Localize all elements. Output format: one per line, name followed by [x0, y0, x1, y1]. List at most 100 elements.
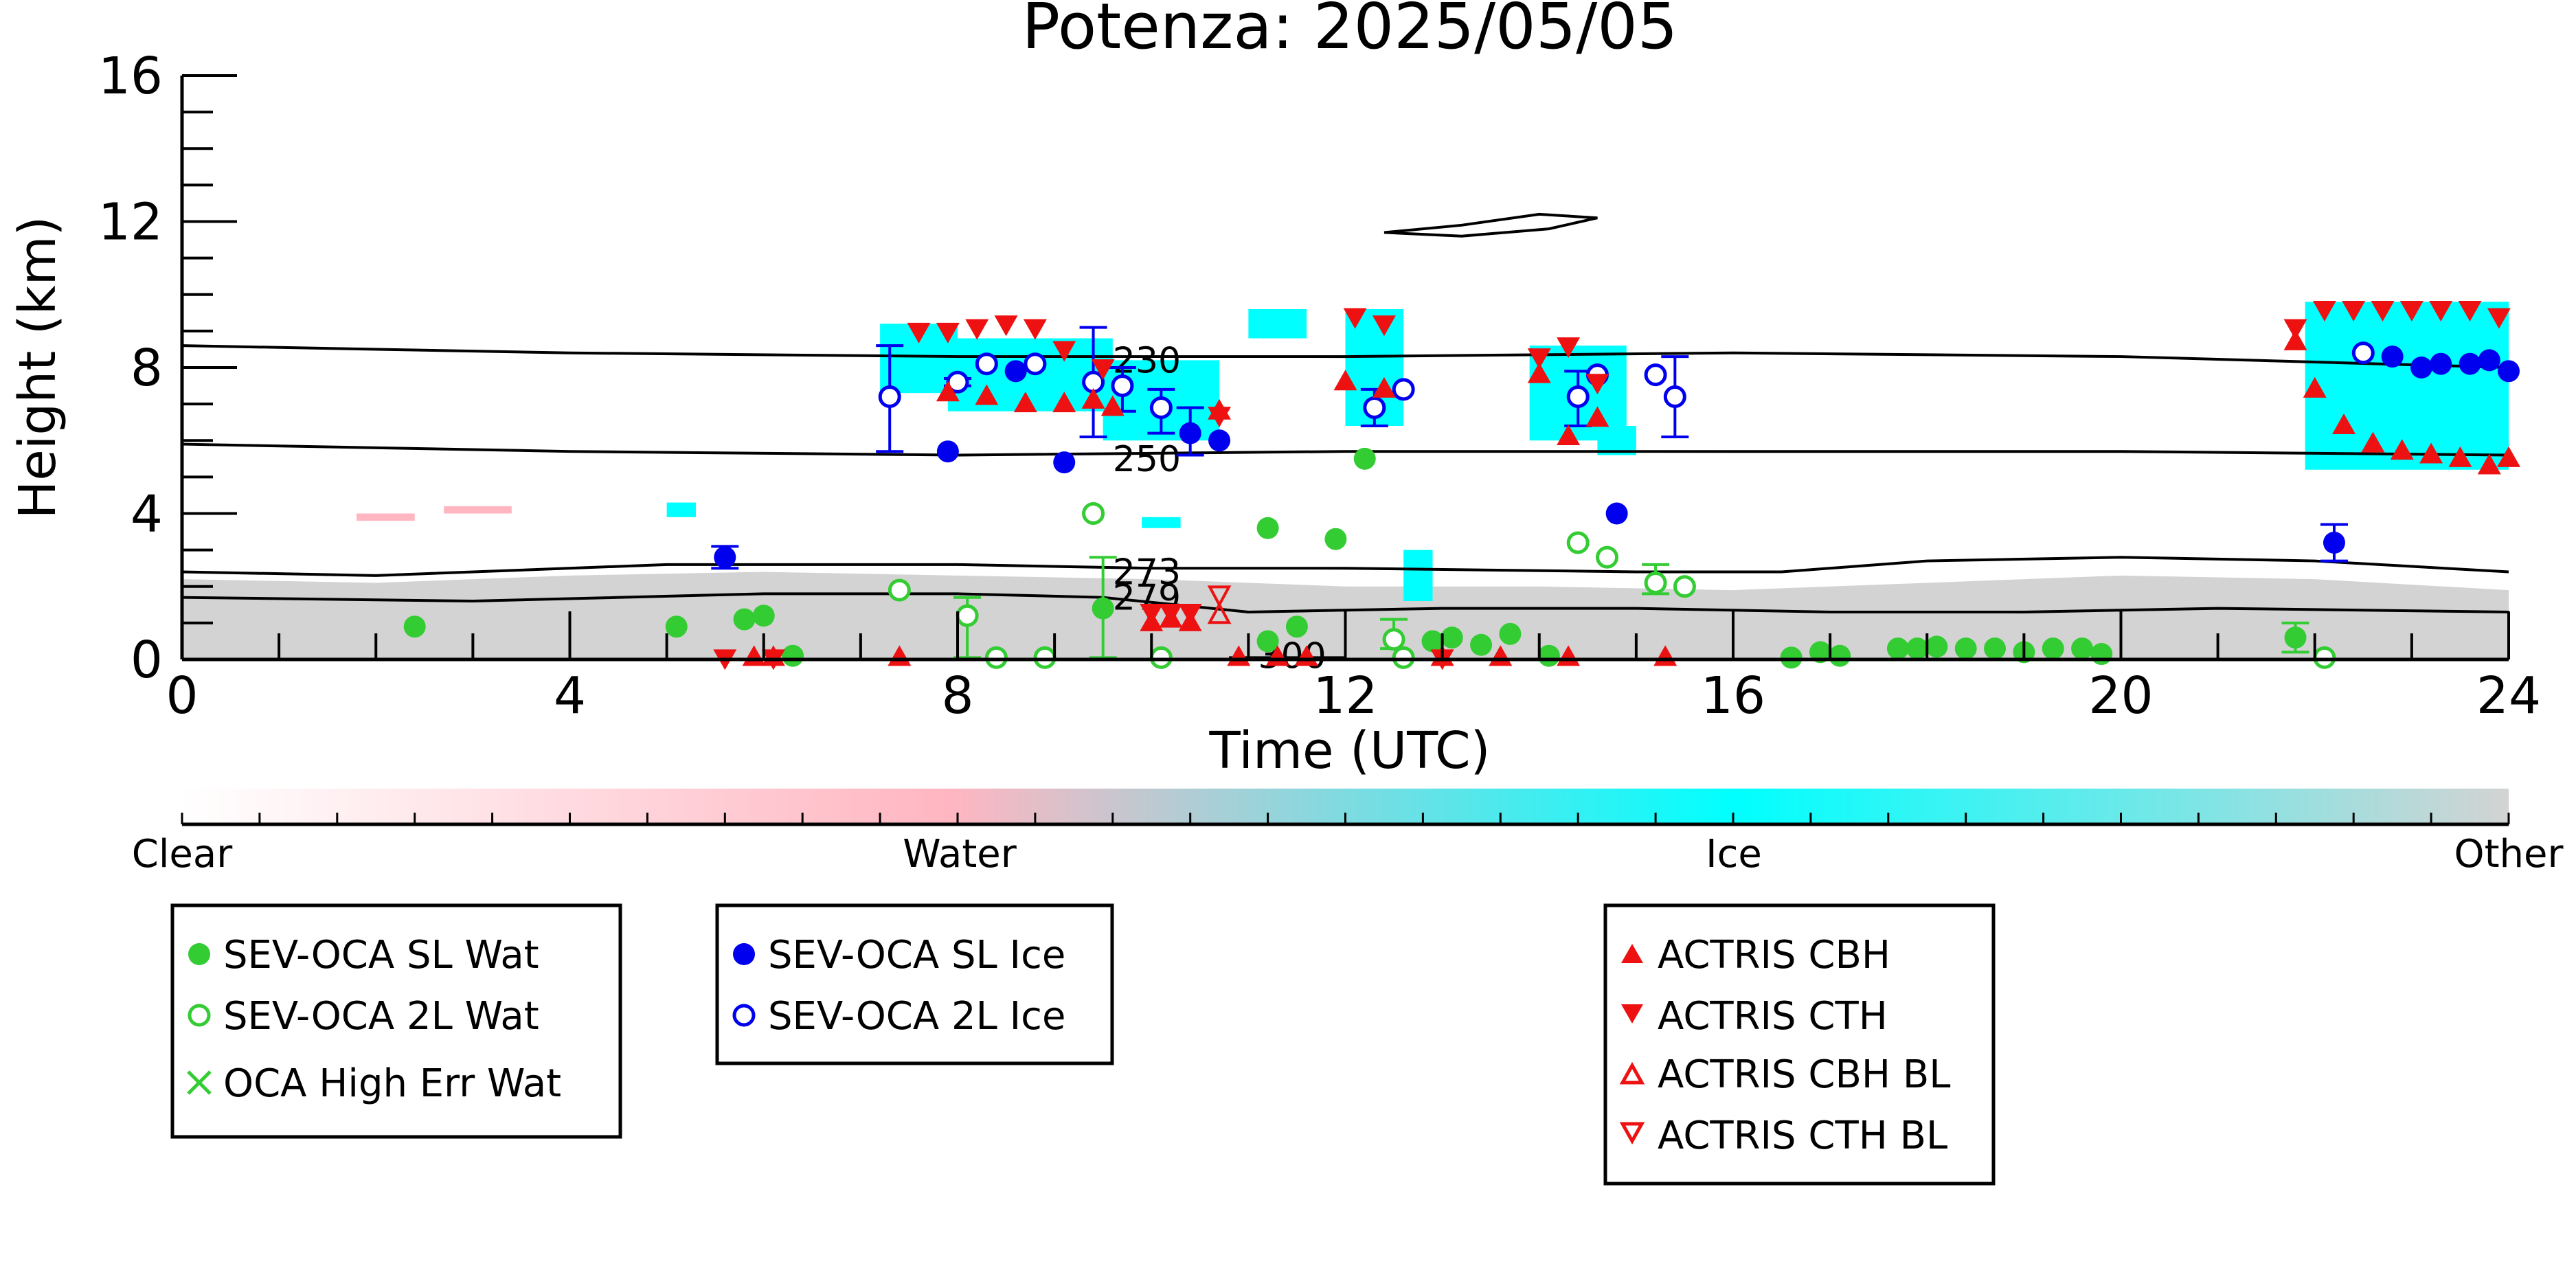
legend-ice: SEV-OCA SL Ice SEV-OCA 2L Ice [715, 903, 1114, 1065]
point-actris-cbh [1527, 362, 1551, 383]
point-sev-oca-2l-wat [956, 604, 979, 627]
x-axis-label: Time (UTC) [1208, 721, 1490, 780]
colorbar-label-ice: Ice [1706, 832, 1762, 877]
point-actris-cth [1557, 337, 1581, 359]
point-sev-oca-sl-ice [2430, 352, 2452, 375]
point-sev-oca-sl-ice [714, 546, 736, 569]
legend-label: SEV-OCA SL Ice [768, 933, 1065, 978]
point-actris-cth [1052, 341, 1076, 362]
point-sev-oca-2l-ice [1363, 396, 1386, 419]
point-actris-cbh [2497, 446, 2520, 467]
point-actris-cbh [1081, 387, 1105, 409]
point-actris-cth [2312, 301, 2336, 321]
point-sev-oca-sl-ice [2459, 352, 2481, 375]
point-actris-cth [1372, 315, 1396, 337]
point-sev-oca-2l-wat [1082, 502, 1105, 525]
legend-label: ACTRIS CTH BL [1658, 1114, 1947, 1158]
y-tick-label: 0 [131, 631, 163, 690]
legend-marker-cbh [1621, 944, 1643, 963]
point-sev-oca-sl-wat [782, 644, 804, 667]
point-sev-oca-sl-wat [733, 608, 756, 631]
legend-actris: ACTRIS CBH ACTRIS CTH ACTRIS CBH BL ACTR… [1603, 903, 1996, 1186]
point-sev-oca-sl-wat [1829, 644, 1851, 667]
legend-marker-2l-ice [732, 1004, 756, 1027]
point-actris-cth [1023, 319, 1047, 340]
legend-marker-2l-wat [188, 1004, 211, 1027]
point-actris-cbh [2283, 329, 2307, 350]
colorbar-label-water: Water [903, 832, 1017, 877]
cloud-ice-region [1248, 309, 1307, 339]
point-actris-cth [2429, 301, 2453, 321]
point-sev-oca-2l-wat [1392, 646, 1415, 669]
legend-marker-cbh-bl [1619, 1061, 1645, 1085]
y-tick-label: 12 [98, 193, 163, 252]
point-sev-oca-2l-ice [1566, 385, 1590, 408]
point-actris-cbh [2361, 431, 2385, 453]
legend-marker-cth [1621, 1004, 1643, 1024]
point-sev-oca-2l-wat [1566, 531, 1590, 554]
point-sev-oca-sl-wat [1537, 644, 1560, 667]
point-actris-cbh [2448, 446, 2472, 467]
point-sev-oca-sl-wat [2042, 637, 2064, 660]
point-sev-oca-sl-wat [2090, 643, 2113, 666]
legend-label: ACTRIS CTH [1658, 994, 1888, 1039]
point-sev-oca-sl-wat [1353, 447, 1376, 470]
point-actris-cth [1159, 603, 1183, 624]
point-sev-oca-sl-ice [1053, 451, 1076, 474]
point-sev-oca-sl-wat [665, 615, 688, 638]
point-sev-oca-2l-wat [1673, 575, 1696, 598]
legend-label: SEV-OCA 2L Ice [768, 994, 1065, 1039]
point-actris-cbh [936, 381, 960, 402]
point-actris-cth [1585, 374, 1609, 395]
point-sev-oca-sl-wat [2284, 626, 2307, 649]
cloud-ice-region [1142, 517, 1181, 528]
point-actris-cth-bl [1207, 585, 1232, 608]
y-tick-label: 4 [131, 485, 163, 544]
point-actris-cth [2371, 301, 2395, 321]
point-sev-oca-sl-ice [2323, 532, 2345, 554]
legend-marker-sl-ice [733, 943, 755, 965]
point-sev-oca-sl-wat [1285, 615, 1308, 638]
chart-title: Potenza: 2025/05/05 [1022, 0, 1678, 63]
point-actris-cth [936, 322, 960, 343]
point-actris-cbh [1557, 424, 1581, 445]
cloud-ice-region [666, 502, 696, 517]
point-sev-oca-2l-wat [1644, 571, 1667, 594]
point-sev-oca-sl-ice [2410, 357, 2432, 379]
colorbar-ticks [181, 813, 2510, 824]
y-axis-label: Height (km) [8, 216, 67, 519]
point-actris-cbh [2303, 376, 2327, 398]
point-sev-oca-2l-ice [1111, 374, 1134, 398]
point-actris-cth [1208, 407, 1232, 428]
point-sev-oca-sl-wat [1256, 630, 1279, 653]
x-tick-label: 24 [2476, 666, 2541, 725]
point-sev-oca-sl-ice [2498, 360, 2520, 383]
legend-label: OCA High Err Wat [223, 1061, 561, 1106]
point-sev-oca-sl-wat [1780, 646, 1803, 669]
isotherm-line-273 [181, 556, 2509, 577]
point-sev-oca-2l-ice [1149, 396, 1173, 419]
point-sev-oca-sl-ice [1179, 422, 1201, 444]
point-actris-cth [1527, 348, 1551, 370]
point-actris-cth [1178, 603, 1202, 624]
cloud-ice-region [1403, 550, 1433, 601]
colorbar-label-clear: Clear [132, 832, 233, 877]
point-actris-cth [907, 322, 931, 343]
point-actris-cbh [2477, 453, 2501, 475]
point-sev-oca-2l-ice [1392, 378, 1415, 401]
x-tick-label: 8 [941, 666, 973, 725]
point-sev-oca-sl-wat [1906, 637, 1929, 660]
point-actris-cbh [1585, 406, 1609, 427]
plot-axes: 0 4 8 12 16 0 4 8 12 16 20 24 [98, 47, 2541, 725]
legend-label: SEV-OCA SL Wat [223, 933, 539, 978]
point-actris-cth [965, 319, 989, 340]
point-sev-oca-2l-wat [1382, 628, 1405, 651]
point-sev-oca-sl-wat [1954, 637, 1977, 660]
point-sev-oca-sl-ice [1605, 502, 1628, 525]
point-sev-oca-sl-wat [403, 615, 426, 638]
point-actris-cth [2342, 301, 2366, 321]
legend-water: SEV-OCA SL Wat SEV-OCA 2L Wat OCA High E… [170, 903, 622, 1139]
cloud-water-region [444, 506, 512, 514]
point-actris-cth [1343, 308, 1367, 329]
